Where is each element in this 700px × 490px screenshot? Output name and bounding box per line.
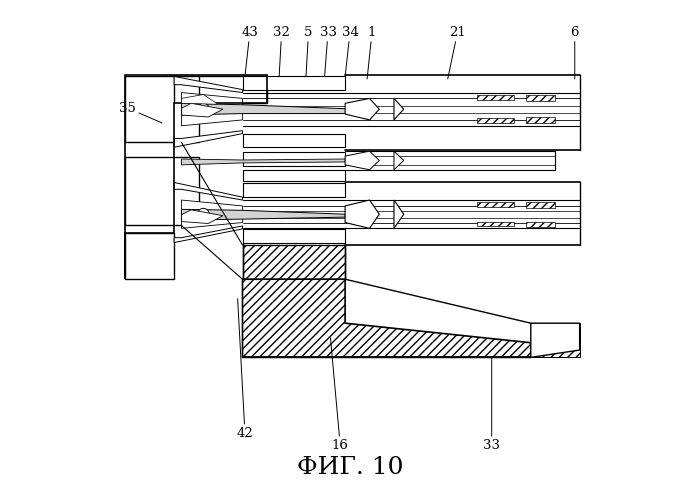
Polygon shape [242,279,531,357]
Bar [242,76,345,90]
Bar [242,134,345,147]
Bar [477,119,514,123]
Polygon shape [181,159,345,165]
Polygon shape [181,93,242,126]
Polygon shape [174,76,242,93]
Polygon shape [242,245,345,279]
Bar [242,229,345,243]
Bar [242,229,345,243]
Bar [242,170,345,181]
Bar [125,76,199,143]
Bar [477,95,514,100]
Polygon shape [181,210,223,223]
Text: 33: 33 [483,357,500,452]
Circle shape [197,208,209,220]
Text: 1: 1 [367,26,376,79]
Bar [242,183,345,197]
Text: 5: 5 [304,26,313,76]
Bar [125,233,174,279]
Polygon shape [181,103,223,117]
Bar [125,233,174,279]
Polygon shape [181,95,218,104]
Polygon shape [174,226,242,243]
Text: 35: 35 [119,102,162,123]
Polygon shape [345,98,379,120]
Polygon shape [394,151,404,170]
Bar [242,152,345,166]
Bar [531,323,580,357]
Bar [242,76,345,90]
Text: 42: 42 [237,299,253,440]
Polygon shape [394,200,404,228]
Polygon shape [174,131,242,147]
Bar [477,202,514,207]
Polygon shape [181,209,345,220]
Bar [526,202,555,208]
Bar [125,157,199,225]
Bar [526,221,555,227]
Text: 21: 21 [448,26,466,79]
Polygon shape [174,182,242,200]
Bar [242,170,345,181]
Text: 43: 43 [241,26,258,76]
Text: 6: 6 [570,26,579,79]
Circle shape [197,103,209,115]
Bar [125,76,199,143]
Bar [242,183,345,197]
Text: 33: 33 [319,26,337,76]
Bar [477,221,514,226]
Polygon shape [181,200,242,228]
Text: ФИГ. 10: ФИГ. 10 [297,456,403,479]
Bar [526,95,555,101]
Bar [162,76,267,103]
Text: 16: 16 [330,338,349,452]
Bar [162,76,267,103]
Polygon shape [531,323,580,357]
Polygon shape [394,98,404,120]
Text: 32: 32 [273,26,290,76]
Bar [125,157,199,225]
Bar [242,152,345,166]
Bar [242,134,345,147]
Text: 34: 34 [342,26,358,76]
Polygon shape [345,151,379,170]
Polygon shape [345,200,379,228]
Bar [526,118,555,123]
Polygon shape [181,103,370,115]
